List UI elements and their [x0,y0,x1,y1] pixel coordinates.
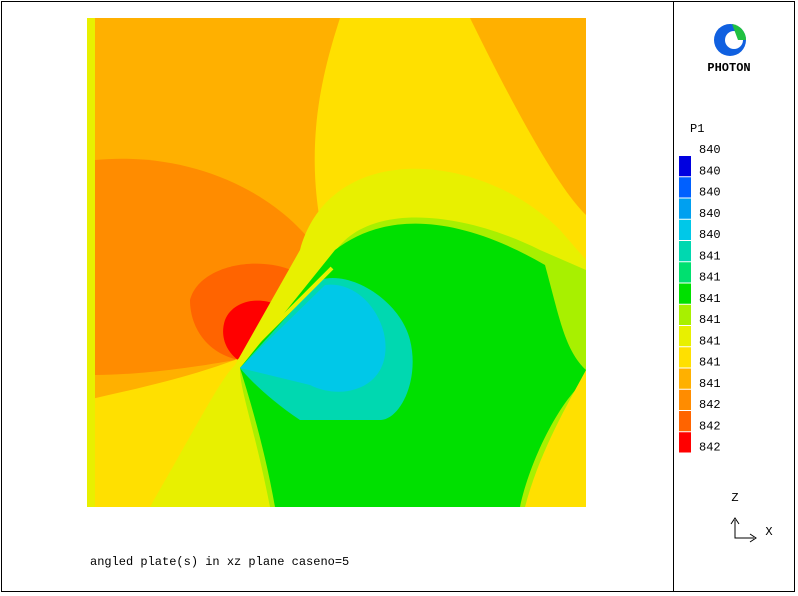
legend-swatch [679,241,691,262]
legend-swatch [679,326,691,347]
legend-swatch [679,262,691,283]
legend: 840 840 840 840 840 841 841 841 841 841 841 841 842 8… [679,143,721,455]
legend-label: 841 [699,292,721,306]
contour-plot [87,18,586,507]
logo-text: PHOTON [707,61,750,75]
axis-icon: Z X [730,491,773,543]
legend-label: 841 [699,377,721,391]
legend-label: 842 [699,398,721,412]
legend-title: P1 [690,122,704,136]
caption: angled plate(s) in xz plane caseno=5 [90,555,349,569]
legend-label: 841 [699,313,721,327]
legend-swatch [679,368,691,389]
axis-x: X [765,525,772,539]
legend-swatch [679,177,691,198]
legend-label: 842 [699,419,721,433]
legend-swatch [679,389,691,410]
legend-swatch [679,283,691,304]
legend-label: 840 [699,186,721,200]
legend-label: 841 [699,334,721,348]
legend-swatch [679,156,691,177]
legend-swatch [679,411,691,432]
legend-swatch [679,432,691,453]
legend-label: 840 [699,207,721,221]
legend-swatch [679,198,691,219]
legend-label: 841 [699,356,721,370]
legend-swatch [679,219,691,240]
legend-label: 840 [699,164,721,178]
legend-label: 842 [699,441,721,455]
legend-label: 840 [699,143,721,157]
legend-swatch [679,347,691,368]
axis-z: Z [731,491,738,505]
legend-label: 841 [699,271,721,285]
legend-label: 840 [699,228,721,242]
legend-label: 841 [699,249,721,263]
logo: PHOTON [707,24,751,75]
legend-swatch [679,304,691,325]
